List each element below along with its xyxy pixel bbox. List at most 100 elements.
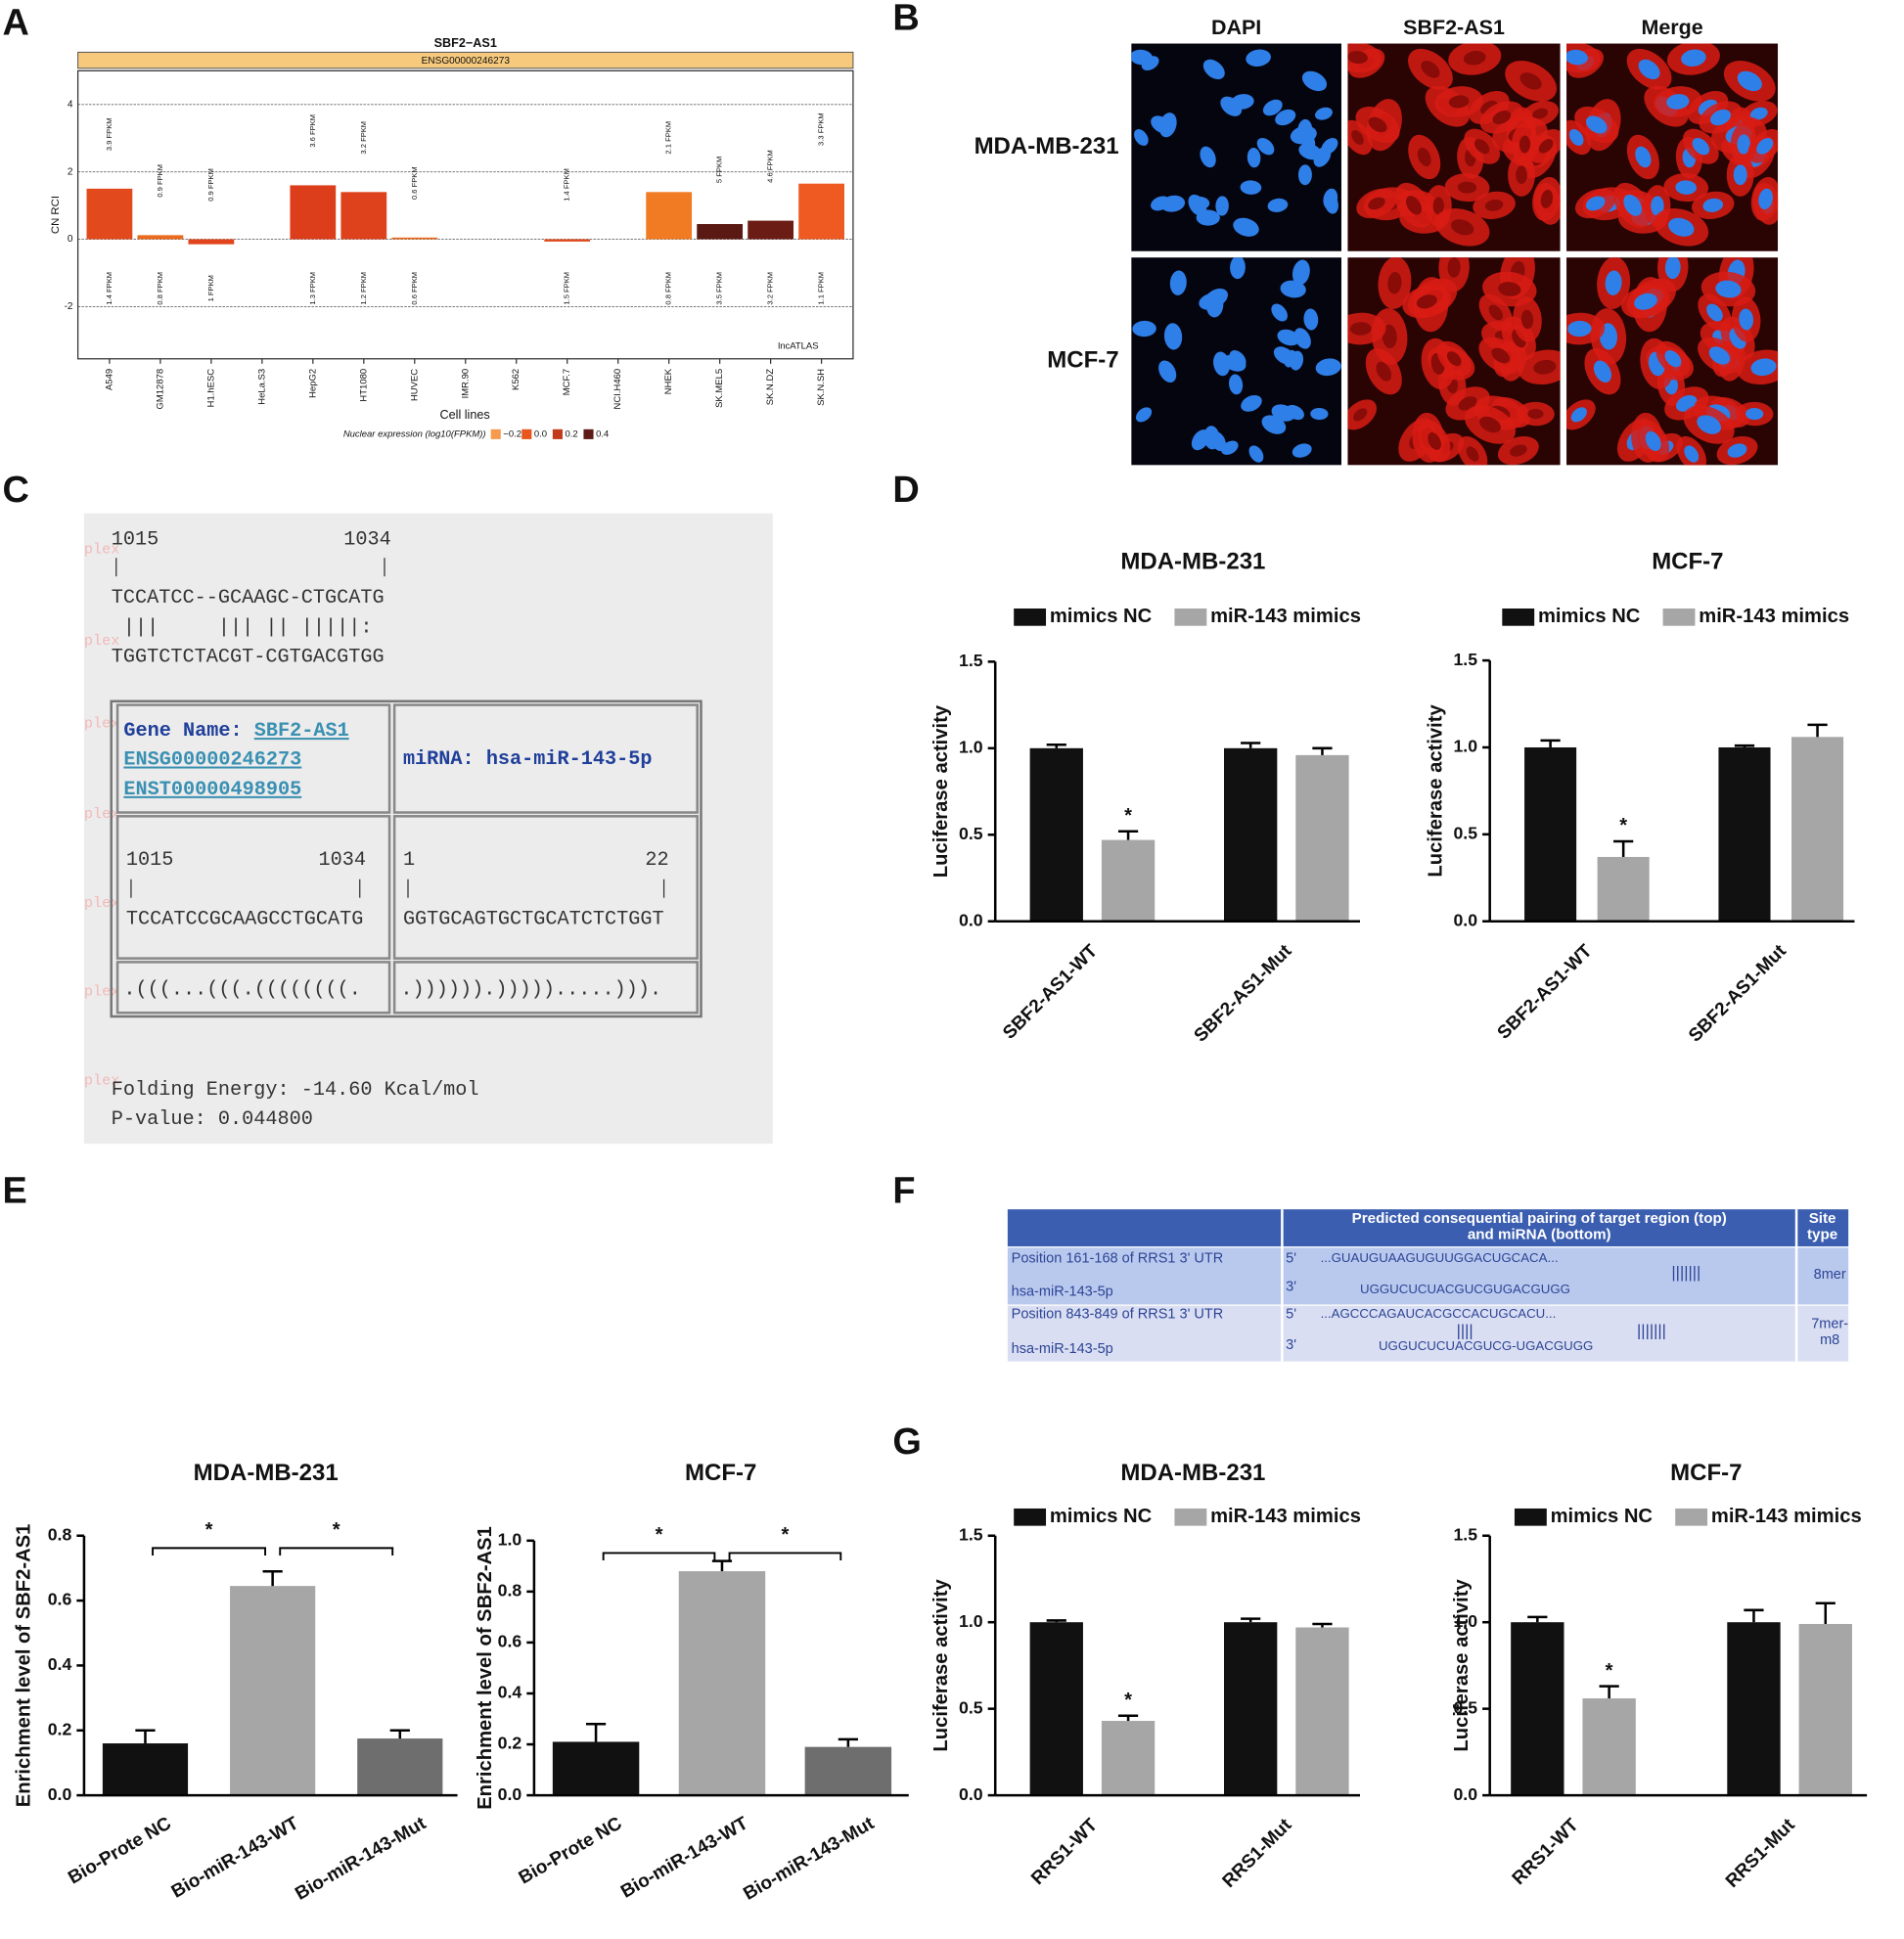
x-tick-label: SK.MEL5 xyxy=(714,369,725,408)
nucleus xyxy=(1593,360,1612,383)
source-label: lncATLAS xyxy=(778,341,818,352)
position: 1015 xyxy=(126,849,174,872)
x-tick-label: MCF.7 xyxy=(562,369,572,395)
nucleus xyxy=(1199,293,1223,310)
value-label: 0.9 FPKM xyxy=(206,168,215,202)
bar xyxy=(137,235,184,240)
x-tick-label: Bio-Prote NC xyxy=(65,1813,175,1888)
nucleus xyxy=(1132,320,1156,338)
gene-name[interactable]: SBF2-AS1 xyxy=(254,720,349,743)
nucleus xyxy=(1706,303,1723,322)
nucleus xyxy=(1623,194,1643,216)
chart-title: SBF2−AS1 xyxy=(434,36,497,50)
legend-label: 0.4 xyxy=(596,428,609,439)
target-structure: .(((...(((.((((((((. xyxy=(123,979,360,1002)
x-tick-label: SK.N.SH xyxy=(816,369,827,406)
panel-labels: A B C D E F G xyxy=(3,0,922,1463)
nucleus-shadow xyxy=(1488,304,1503,321)
bar xyxy=(340,192,387,240)
y-tick-label: 0.5 xyxy=(1453,824,1477,843)
header-text: Predicted consequential pairing of targe… xyxy=(1352,1210,1727,1227)
pairing: ||||||| xyxy=(1671,1264,1700,1282)
x-tick-label: Bio-miR-143-Mut xyxy=(292,1813,430,1905)
nucleus xyxy=(1134,129,1149,146)
nucleus xyxy=(1567,320,1592,338)
bars xyxy=(1511,1601,1852,1796)
nucleus xyxy=(1664,350,1682,368)
y-tick-label: 0.5 xyxy=(959,1697,983,1717)
nucleus xyxy=(1275,109,1296,126)
panel-label: D xyxy=(892,470,919,511)
watermark: plex xyxy=(84,805,119,823)
value-label: 0.6 FPKM xyxy=(410,166,419,200)
x-tick-label: SBF2-AS1-Mut xyxy=(1685,940,1791,1046)
bar xyxy=(1582,1698,1636,1796)
strand-end: 3' xyxy=(1286,1280,1296,1295)
nucleus-shadow xyxy=(1527,408,1544,420)
nucleus xyxy=(1585,115,1608,134)
nucleus-shadow xyxy=(1351,130,1364,145)
y-tick-label: 0.2 xyxy=(48,1719,72,1738)
panel-label: G xyxy=(892,1421,921,1463)
nucleus xyxy=(1666,94,1690,110)
bar xyxy=(697,224,744,240)
p-value: P-value: 0.044800 xyxy=(112,1108,313,1131)
significance-mark: * xyxy=(1619,815,1627,836)
value-label: 0.8 FPKM xyxy=(156,272,164,305)
legend-swatch xyxy=(1014,1508,1047,1526)
watermark: plex xyxy=(84,632,119,650)
nucleus xyxy=(1163,323,1183,350)
strand-end: 3' xyxy=(1286,1337,1296,1353)
value-label: 0.8 FPKM xyxy=(664,272,673,305)
nucleus-shadow xyxy=(1382,324,1397,348)
x-tick-label: RRS1-Mut xyxy=(1219,1815,1296,1892)
y-tick-label: 0 xyxy=(68,234,73,245)
nucleus-shadow xyxy=(1368,116,1387,133)
y-tick-label: 0.5 xyxy=(1453,1697,1477,1717)
nucleus xyxy=(1737,134,1750,155)
nucleus xyxy=(1301,70,1328,92)
legend-swatch xyxy=(583,428,594,439)
nucleus-shadow xyxy=(1432,197,1444,215)
mirna-name: hsa-miR-143-5p xyxy=(1012,1341,1113,1357)
panel-b: DAPI SBF2-AS1 Merge MDA-MB-231 MCF-7 xyxy=(975,16,1779,466)
nucleus xyxy=(1664,257,1681,280)
gene-id[interactable]: ENSG00000246273 xyxy=(123,749,301,772)
legend-label: −0.2 xyxy=(503,428,521,439)
transcript-id[interactable]: ENST00000498905 xyxy=(123,779,301,801)
position: 1015 xyxy=(112,529,159,552)
nucleus-shadow xyxy=(1417,147,1431,167)
column-header: DAPI xyxy=(1211,16,1261,39)
y-tick-label: 0.8 xyxy=(498,1581,522,1601)
legend-label: miR-143 mimics xyxy=(1699,606,1849,627)
bar xyxy=(646,192,693,240)
nucleus xyxy=(1651,196,1664,216)
watermark: plex xyxy=(84,715,119,733)
panel-label: E xyxy=(3,1171,27,1212)
x-tick-label: RRS1-Mut xyxy=(1722,1815,1799,1892)
y-tick-label: 1.5 xyxy=(959,651,983,670)
chart-title: MDA-MB-231 xyxy=(1120,1460,1265,1486)
y-tick-label: 1.0 xyxy=(1453,1611,1477,1631)
gene-label: Gene Name: xyxy=(123,720,242,743)
target-sequence: TCCATCCGCAAGCCTGCATG xyxy=(126,909,363,931)
nucleus xyxy=(1749,107,1768,120)
folding-energy: Folding Energy: -14.60 Kcal/mol xyxy=(112,1079,479,1102)
panel-label: B xyxy=(892,0,919,39)
legend-swatch xyxy=(490,428,501,439)
bar xyxy=(1791,737,1844,922)
nucleus xyxy=(1248,445,1264,463)
x-tick-label: Bio-miR-143-WT xyxy=(168,1813,303,1903)
bar xyxy=(391,237,438,240)
bar xyxy=(1718,746,1771,922)
bar xyxy=(1524,746,1577,922)
row-label: MDA-MB-231 xyxy=(975,133,1119,159)
nucleus xyxy=(1256,137,1275,156)
header-text: and miRNA (bottom) xyxy=(1468,1227,1611,1243)
legend-swatch xyxy=(552,428,563,439)
micrograph xyxy=(1566,257,1779,466)
nucleus xyxy=(1702,198,1724,212)
y-tick-label: 0.4 xyxy=(498,1683,522,1702)
significance-mark: * xyxy=(1124,805,1132,827)
target-position: Position 161-168 of RRS1 3' UTR xyxy=(1012,1251,1224,1267)
